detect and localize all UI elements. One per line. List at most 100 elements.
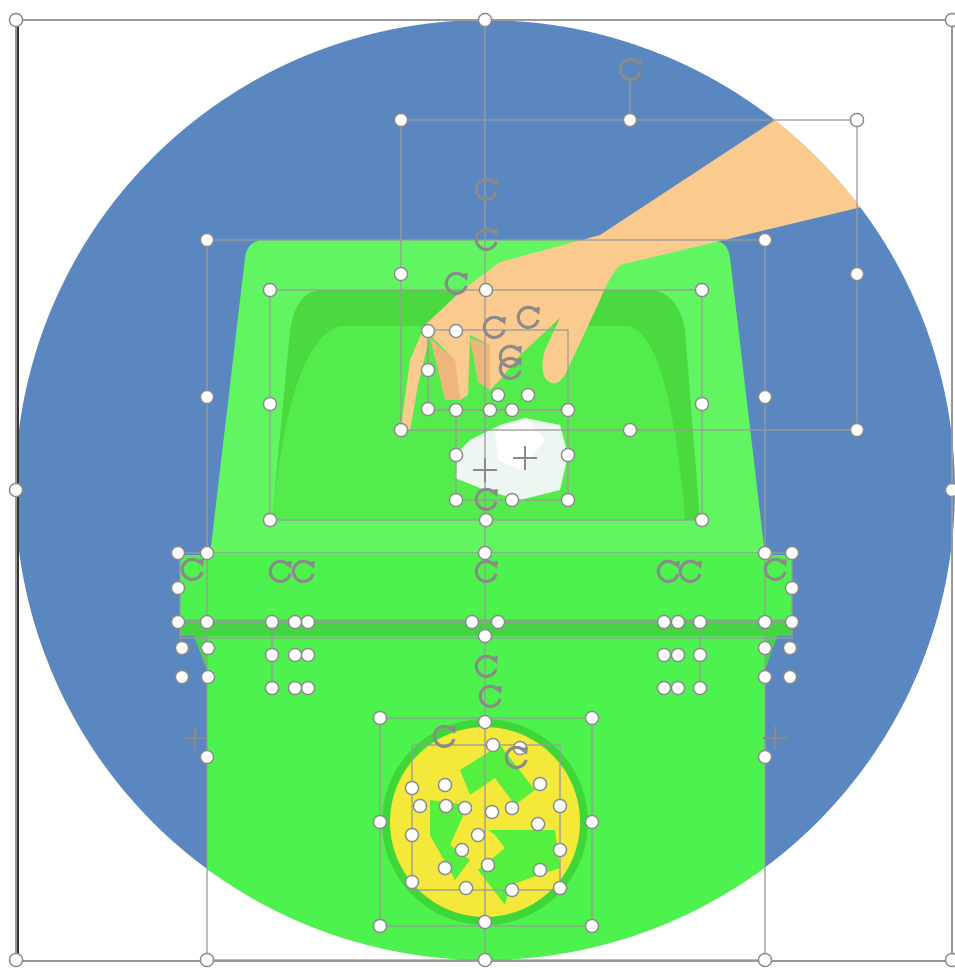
resize-handle[interactable] [757,669,773,685]
resize-handle[interactable] [454,842,470,858]
resize-handle[interactable] [757,232,773,248]
resize-handle[interactable] [174,669,190,685]
resize-handle[interactable] [532,776,548,792]
resize-handle[interactable] [412,798,428,814]
resize-handle[interactable] [404,874,420,890]
rotate-arrow[interactable] [694,561,702,569]
resize-handle[interactable] [420,323,436,339]
rotate-handle[interactable] [498,356,522,380]
rotate-arrow[interactable] [520,747,528,755]
selection-handles[interactable] [8,12,955,968]
bin-band[interactable] [180,555,792,620]
rotate-arrow[interactable] [494,686,502,694]
resize-handle[interactable] [757,614,773,630]
resize-handle[interactable] [477,714,493,730]
resize-handle[interactable] [170,614,186,630]
resize-handle[interactable] [477,952,493,968]
resize-handle[interactable] [757,749,773,765]
resize-handle[interactable] [849,112,865,128]
rotate-handle[interactable] [474,654,498,678]
resize-handle[interactable] [944,952,955,968]
resize-handle[interactable] [584,918,600,934]
rotate-arrow[interactable] [490,489,498,497]
recycle-arrow[interactable] [478,830,560,905]
resize-handle[interactable] [944,482,955,498]
resize-handle[interactable] [504,800,520,816]
rotate-arrow[interactable] [498,317,506,325]
resize-handle[interactable] [784,545,800,561]
resize-handle[interactable] [944,12,955,28]
resize-handle[interactable] [199,952,215,968]
rotate-arrow[interactable] [779,559,787,567]
resize-handle[interactable] [300,680,316,696]
rotate-handle[interactable] [291,559,315,583]
resize-handle[interactable] [300,614,316,630]
resize-handle[interactable] [849,266,865,282]
resize-handle[interactable] [504,492,520,508]
resize-handle[interactable] [264,680,280,696]
resize-handle[interactable] [478,512,494,528]
rotate-handle[interactable] [474,559,498,583]
hand[interactable] [402,120,870,431]
rotate-handle[interactable] [678,559,702,583]
resize-handle[interactable] [480,857,496,873]
rotate-arrow[interactable] [634,59,642,67]
rotate-arrow[interactable] [460,273,468,281]
resize-handle[interactable] [478,282,494,298]
resize-handle[interactable] [670,614,686,630]
rotate-arrow[interactable] [532,307,540,315]
resize-handle[interactable] [482,402,498,418]
rotate-handle[interactable] [618,57,642,81]
resize-handle[interactable] [784,614,800,630]
resize-handle[interactable] [656,614,672,630]
resize-handle[interactable] [458,880,474,896]
resize-handle[interactable] [692,647,708,663]
rotate-handle[interactable] [763,557,787,581]
resize-handle[interactable] [694,282,710,298]
rotate-arrow[interactable] [490,561,498,569]
resize-handle[interactable] [656,647,672,663]
resize-handle[interactable] [457,800,473,816]
resize-handle[interactable] [622,422,638,438]
resize-handle[interactable] [300,647,316,663]
resize-handle[interactable] [552,880,568,896]
rotate-arrow[interactable] [672,561,680,569]
resize-handle[interactable] [477,12,493,28]
resize-handle[interactable] [694,396,710,412]
resize-handle[interactable] [404,780,420,796]
resize-handle[interactable] [8,12,24,28]
resize-handle[interactable] [485,737,501,753]
resize-handle[interactable] [757,545,773,561]
resize-handle[interactable] [560,492,576,508]
rotate-handle[interactable] [482,315,506,339]
resize-handle[interactable] [448,402,464,418]
resize-handle[interactable] [484,804,500,820]
rotate-handle[interactable] [474,227,498,251]
rotate-handle[interactable] [474,487,498,511]
resize-handle[interactable] [287,647,303,663]
rotate-arrow[interactable] [196,559,204,567]
resize-handle[interactable] [448,492,464,508]
resize-handle[interactable] [670,647,686,663]
resize-handle[interactable] [393,422,409,438]
resize-handle[interactable] [530,816,546,832]
resize-handle[interactable] [170,545,186,561]
resize-handle[interactable] [199,232,215,248]
resize-handle[interactable] [262,512,278,528]
resize-handle[interactable] [694,512,710,528]
rotate-handle[interactable] [656,559,680,583]
resize-handle[interactable] [520,387,536,403]
resize-handle[interactable] [8,952,24,968]
resize-handle[interactable] [490,614,506,630]
move-handle[interactable] [473,458,497,482]
resize-handle[interactable] [552,798,568,814]
resize-handle[interactable] [448,323,464,339]
resize-handle[interactable] [504,402,520,418]
resize-handle[interactable] [404,827,420,843]
resize-handle[interactable] [782,669,798,685]
resize-handle[interactable] [670,680,686,696]
resize-handle[interactable] [199,389,215,405]
move-handle[interactable] [183,726,207,750]
resize-handle[interactable] [552,842,568,858]
rotate-handle[interactable] [478,684,502,708]
